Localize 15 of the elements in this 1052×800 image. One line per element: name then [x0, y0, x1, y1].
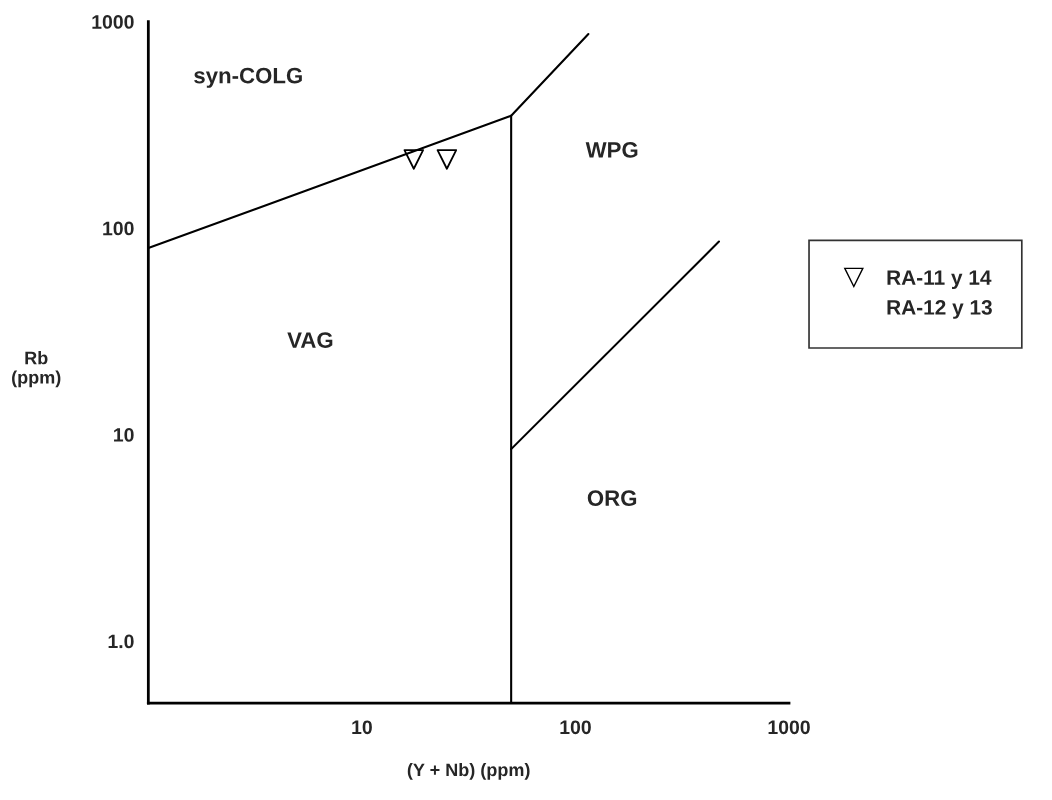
x-tick-label: 10	[352, 720, 372, 735]
annotation: VAG	[287, 332, 333, 348]
legend-label: RA-11 y 14	[887, 270, 992, 290]
annotation: ORG	[587, 490, 637, 507]
x-axis-title: (Y + Nb) (ppm)	[407, 762, 530, 780]
y-tick-label: 1.0	[108, 634, 134, 649]
y-tick-label: 1000	[92, 15, 134, 29]
y-axis-title: Rb (ppm)	[12, 351, 61, 388]
x-tick-label: 100	[560, 720, 591, 735]
annotation: syn-COLG	[194, 67, 302, 88]
y-tick-label: 10	[114, 428, 134, 442]
x-tick-label: 1000	[768, 720, 810, 735]
legend-label: RA-12 y 13	[887, 300, 992, 319]
y-tick-label: 100	[103, 221, 134, 236]
annotation: WPG	[585, 142, 638, 158]
